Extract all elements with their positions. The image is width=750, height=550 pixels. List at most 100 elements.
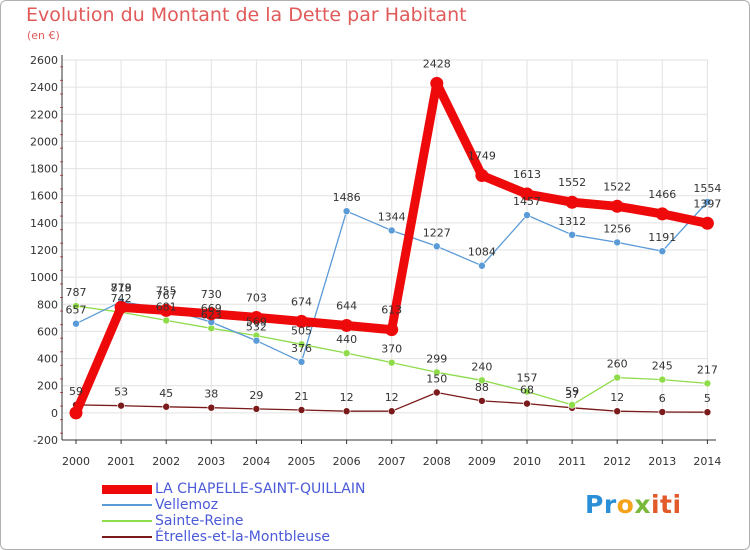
series-point — [387, 226, 396, 235]
data-label: 669 — [201, 302, 222, 315]
grid-layer — [62, 59, 708, 441]
data-label: 5 — [704, 392, 711, 405]
series-point — [478, 261, 486, 270]
series-point — [387, 358, 396, 367]
logo-part: o — [616, 490, 635, 519]
data-label: 157 — [517, 372, 538, 385]
series-point — [342, 407, 351, 416]
series-point — [159, 303, 173, 317]
chart-title: Evolution du Montant de la Dette par Hab… — [26, 4, 467, 26]
data-label: 787 — [66, 286, 87, 299]
series-point — [700, 216, 714, 230]
y-tick-label: -200 — [33, 434, 58, 447]
data-label: 1312 — [558, 215, 586, 228]
y-tick-label: 1600 — [30, 190, 58, 203]
data-label: 1522 — [603, 180, 631, 193]
data-label: 38 — [204, 388, 218, 401]
data-label: 730 — [201, 288, 222, 301]
series-point — [655, 207, 669, 221]
series-point — [658, 408, 667, 416]
x-tick-label: 2014 — [693, 455, 721, 468]
data-label: 742 — [111, 292, 132, 305]
x-tick-label: 2009 — [468, 455, 496, 468]
data-label: 6 — [659, 392, 666, 405]
data-label: 376 — [291, 342, 312, 355]
series-point — [117, 401, 125, 410]
y-tick-label: 2200 — [30, 108, 58, 121]
y-tick-label: 600 — [37, 325, 58, 338]
data-label: 1749 — [468, 149, 496, 162]
series-point — [297, 358, 306, 366]
series-point — [385, 323, 399, 337]
series-point — [297, 406, 306, 414]
series-point — [342, 207, 351, 215]
data-label: 819 — [111, 282, 132, 295]
series-point — [207, 403, 216, 412]
data-label: 778 — [111, 281, 132, 294]
data-label: 68 — [520, 384, 534, 397]
data-label: 12 — [340, 391, 354, 404]
data-label: 505 — [291, 324, 312, 337]
series-point — [610, 199, 624, 213]
y-tick-label: 2600 — [30, 54, 58, 67]
series-point — [658, 247, 667, 256]
data-label: 12 — [610, 391, 624, 404]
series-point — [613, 407, 622, 416]
y-tick-label: 400 — [37, 353, 58, 366]
logo-part: iti — [650, 490, 682, 519]
series-point — [432, 368, 441, 377]
data-label: 299 — [426, 352, 447, 365]
series-point — [69, 406, 83, 420]
data-label: 1613 — [513, 168, 541, 181]
series-point — [523, 211, 531, 219]
x-tick-label: 2000 — [62, 455, 90, 468]
data-label: 29 — [249, 389, 263, 402]
x-tick-label: 2005 — [288, 455, 316, 468]
legend-label: Vellemoz — [155, 497, 219, 513]
data-label: 1457 — [513, 195, 541, 208]
data-label: 12 — [385, 391, 399, 404]
data-label: 440 — [336, 333, 357, 346]
data-label: 1227 — [423, 226, 451, 239]
x-tick-label: 2013 — [648, 455, 676, 468]
data-label: 674 — [291, 295, 312, 308]
y-tick-label: 2400 — [30, 81, 58, 94]
legend-label: Sainte-Reine — [155, 513, 244, 529]
series-point — [430, 76, 444, 90]
legend-label: Étrelles-et-la-Montbleuse — [155, 529, 330, 545]
legend-swatch — [102, 504, 152, 506]
data-label: 217 — [697, 363, 718, 376]
y-tick-label: 0 — [51, 407, 58, 420]
series-point — [72, 319, 80, 328]
y-tick-label: 1400 — [30, 217, 58, 230]
data-label: 53 — [114, 386, 128, 399]
data-label: 623 — [201, 308, 222, 321]
series-point — [432, 242, 441, 251]
data-label: 59 — [69, 385, 83, 398]
series-point — [114, 300, 128, 314]
x-tick-label: 2007 — [378, 455, 406, 468]
data-label: 2428 — [423, 57, 451, 70]
series-point — [297, 340, 306, 349]
series-point — [520, 187, 534, 201]
legend-label: LA CHAPELLE-SAINT-QUILLAIN — [155, 481, 366, 497]
series-point — [72, 302, 80, 310]
series-point — [703, 198, 712, 206]
logo-part: Pr — [585, 490, 617, 519]
data-label: 767 — [156, 289, 177, 302]
y-tick-label: 1200 — [30, 244, 58, 257]
data-label: 37 — [565, 388, 579, 401]
legend-swatch — [102, 484, 152, 494]
data-label: 370 — [381, 343, 402, 356]
series-point — [295, 314, 308, 328]
series-point — [252, 336, 261, 345]
x-tick-label: 2008 — [423, 455, 451, 468]
data-label: 644 — [336, 299, 357, 312]
data-label: 1191 — [648, 231, 676, 244]
data-label: 45 — [159, 387, 173, 400]
x-tick-label: 2010 — [513, 455, 541, 468]
y-tick-label: 1000 — [30, 271, 58, 284]
series-point — [568, 231, 576, 239]
data-label: 59 — [565, 385, 579, 398]
